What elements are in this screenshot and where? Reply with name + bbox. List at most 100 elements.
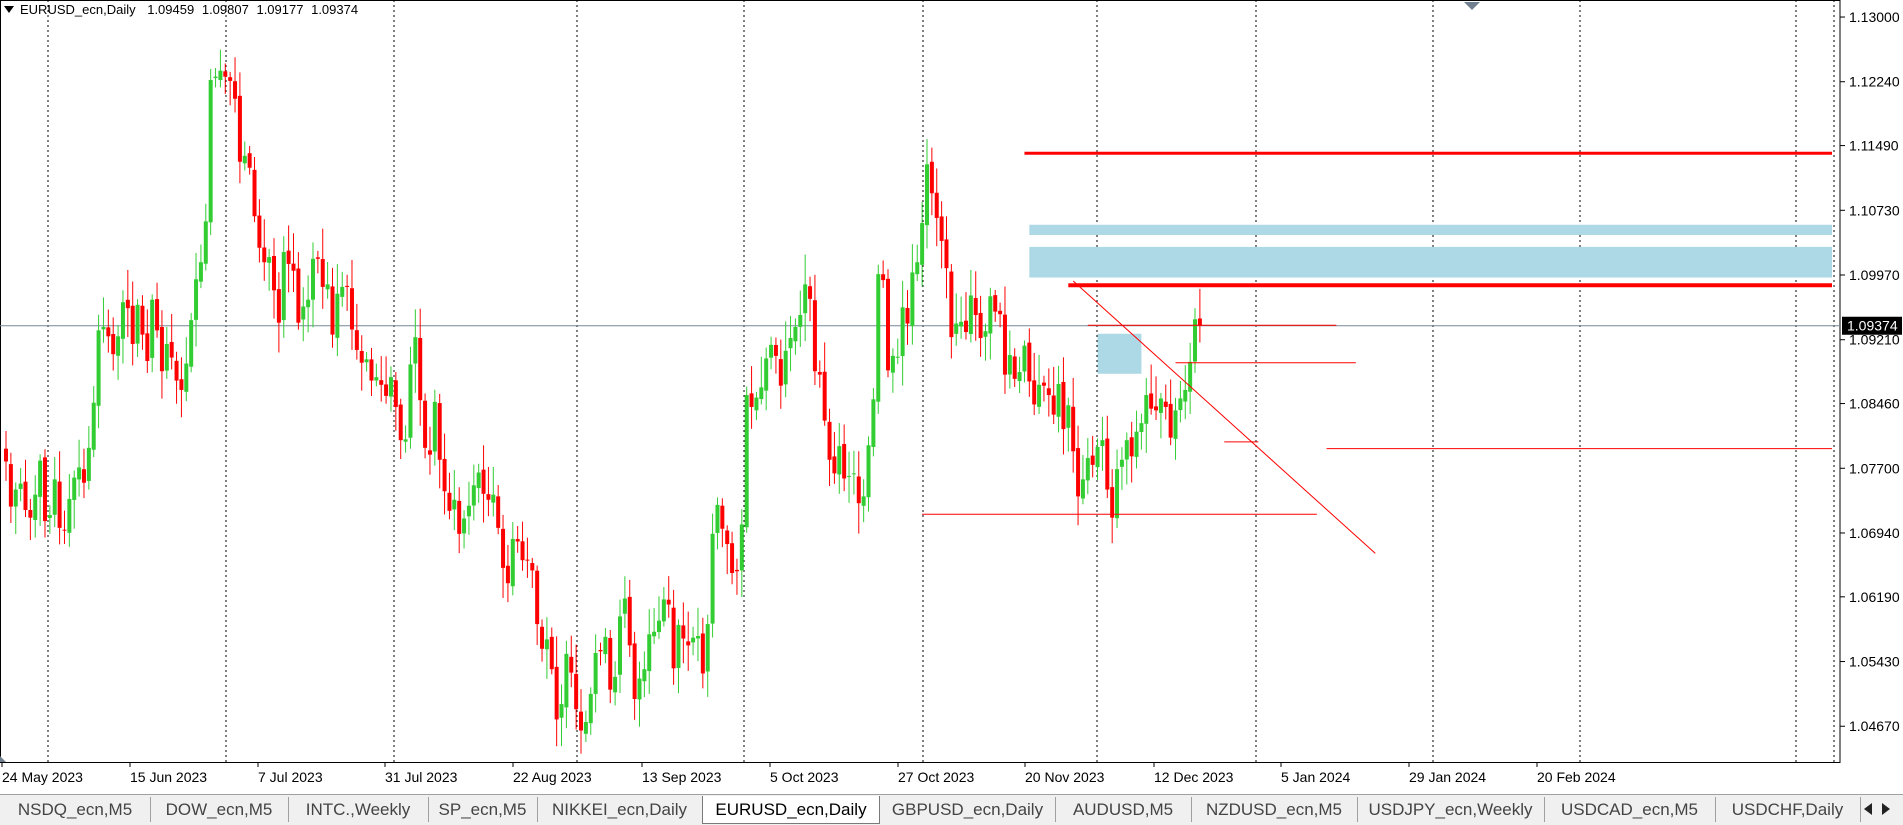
candle[interactable]: [1027, 328, 1032, 397]
chart-menu-triangle-icon[interactable]: [4, 6, 14, 13]
candle[interactable]: [384, 356, 389, 404]
candle[interactable]: [812, 274, 817, 386]
candle[interactable]: [169, 313, 174, 370]
candle[interactable]: [18, 467, 23, 502]
candle[interactable]: [1032, 352, 1037, 416]
candle[interactable]: [57, 451, 62, 545]
candle[interactable]: [876, 264, 881, 414]
candle[interactable]: [569, 635, 574, 688]
candle[interactable]: [301, 287, 306, 342]
candle[interactable]: [315, 250, 320, 274]
candle[interactable]: [652, 608, 657, 645]
candle[interactable]: [695, 607, 700, 662]
candle[interactable]: [106, 309, 111, 353]
candle[interactable]: [1095, 438, 1100, 480]
candle[interactable]: [452, 470, 457, 531]
candle[interactable]: [252, 156, 257, 223]
candle[interactable]: [388, 366, 393, 412]
candle[interactable]: [262, 219, 267, 281]
candle[interactable]: [184, 337, 189, 402]
candle[interactable]: [1115, 449, 1120, 528]
candle[interactable]: [1100, 416, 1105, 471]
candle[interactable]: [632, 631, 637, 720]
candle[interactable]: [700, 617, 705, 689]
candle[interactable]: [418, 308, 423, 426]
candle[interactable]: [554, 636, 559, 747]
candle[interactable]: [393, 371, 398, 431]
candle[interactable]: [345, 274, 350, 311]
candle[interactable]: [793, 318, 798, 355]
candle[interactable]: [549, 627, 554, 675]
candle[interactable]: [842, 424, 847, 492]
candle[interactable]: [1119, 447, 1124, 490]
candle[interactable]: [330, 267, 335, 348]
candle[interactable]: [179, 357, 184, 418]
candle[interactable]: [403, 425, 408, 453]
candle[interactable]: [471, 464, 476, 521]
candle[interactable]: [856, 451, 861, 534]
candle[interactable]: [1163, 384, 1168, 420]
candle[interactable]: [778, 339, 783, 409]
tab-scroll-right-icon[interactable]: [1882, 803, 1890, 815]
candle[interactable]: [773, 337, 778, 374]
candle[interactable]: [1007, 330, 1012, 389]
tab-nzdusd-ecn-m5[interactable]: NZDUSD_ecn,M5: [1191, 797, 1358, 822]
candle[interactable]: [145, 309, 150, 373]
candle[interactable]: [437, 393, 442, 489]
candle[interactable]: [686, 611, 691, 671]
candle[interactable]: [413, 309, 418, 393]
candle[interactable]: [189, 312, 194, 373]
candle[interactable]: [905, 290, 910, 345]
candle[interactable]: [462, 510, 467, 549]
candle[interactable]: [613, 661, 618, 706]
candle[interactable]: [808, 276, 813, 322]
candle[interactable]: [817, 360, 822, 388]
candle[interactable]: [501, 514, 506, 598]
candle[interactable]: [194, 252, 199, 347]
candle[interactable]: [423, 393, 428, 459]
candle[interactable]: [218, 49, 223, 88]
candle[interactable]: [125, 269, 130, 337]
candle[interactable]: [442, 433, 447, 515]
candle[interactable]: [520, 521, 525, 571]
tab-dow-ecn-m5[interactable]: DOW_ecn,M5: [150, 797, 289, 822]
candle[interactable]: [81, 448, 86, 499]
candle[interactable]: [661, 587, 666, 627]
candle[interactable]: [77, 439, 82, 497]
candle[interactable]: [42, 449, 47, 538]
candle[interactable]: [242, 141, 247, 171]
candle[interactable]: [525, 537, 530, 578]
candle[interactable]: [198, 244, 203, 289]
candle[interactable]: [959, 296, 964, 339]
tab-audusd-m5[interactable]: AUDUSD,M5: [1055, 797, 1192, 822]
candle[interactable]: [617, 599, 622, 694]
candle[interactable]: [140, 295, 145, 350]
candle[interactable]: [837, 423, 842, 494]
candle[interactable]: [1193, 308, 1198, 373]
candle[interactable]: [432, 389, 437, 466]
candle[interactable]: [564, 640, 569, 729]
candle[interactable]: [1066, 397, 1071, 452]
candle[interactable]: [164, 326, 169, 379]
candle[interactable]: [705, 614, 710, 697]
candle[interactable]: [335, 264, 340, 357]
candle[interactable]: [754, 392, 759, 421]
candle[interactable]: [296, 252, 301, 330]
candle[interactable]: [291, 233, 296, 293]
candle[interactable]: [988, 287, 993, 360]
tab-nsdq-ecn-m5[interactable]: NSDQ_ecn,M5: [0, 797, 151, 822]
candle[interactable]: [91, 386, 96, 458]
tab-usdjpy-ecn-weekly[interactable]: USDJPY_ecn,Weekly: [1357, 797, 1545, 822]
candle[interactable]: [33, 475, 38, 538]
candle[interactable]: [1197, 288, 1202, 343]
candle[interactable]: [832, 431, 837, 484]
candle[interactable]: [973, 271, 978, 341]
candle[interactable]: [929, 147, 934, 216]
candle[interactable]: [135, 299, 140, 357]
candle[interactable]: [827, 408, 832, 487]
candle[interactable]: [847, 451, 852, 503]
candle[interactable]: [788, 315, 793, 372]
candle[interactable]: [457, 487, 462, 554]
candle[interactable]: [354, 303, 359, 360]
tab-scroll-left-icon[interactable]: [1864, 803, 1872, 815]
